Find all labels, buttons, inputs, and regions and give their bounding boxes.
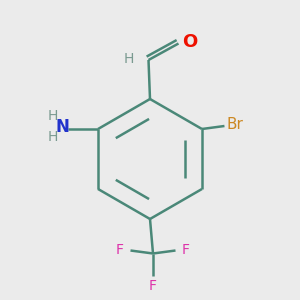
Text: F: F bbox=[116, 244, 124, 257]
Text: F: F bbox=[149, 280, 157, 293]
Text: O: O bbox=[182, 33, 197, 51]
Text: Br: Br bbox=[226, 117, 243, 132]
Text: N: N bbox=[55, 118, 69, 136]
Text: H: H bbox=[47, 130, 58, 143]
Text: H: H bbox=[47, 110, 58, 123]
Text: F: F bbox=[182, 244, 190, 257]
Text: H: H bbox=[124, 52, 134, 65]
